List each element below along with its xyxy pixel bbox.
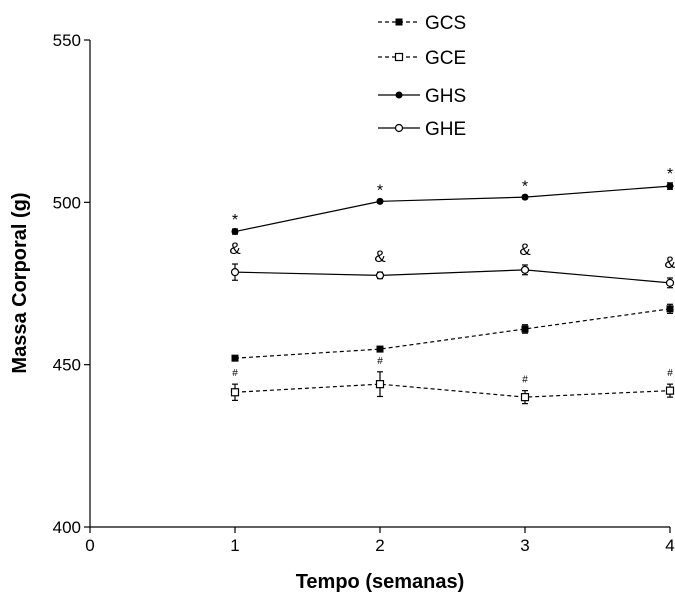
data-point	[667, 279, 674, 286]
significance-marker: *	[522, 179, 528, 196]
series-line	[235, 186, 670, 231]
x-tick-label: 1	[230, 536, 239, 555]
legend: GCS GCE GHS GHE	[378, 13, 466, 140]
legend-marker	[396, 19, 403, 26]
data-point	[232, 269, 239, 276]
y-tick-label: 400	[53, 518, 81, 537]
x-axis-title: Tempo (semanas)	[296, 571, 465, 593]
x-axis: 0 1 2 3 4	[85, 527, 674, 555]
significance-marker: #	[667, 368, 673, 379]
significance-marker: &	[374, 247, 386, 266]
legend-item-gce: GCE	[378, 48, 466, 69]
significance-marker: &	[664, 253, 675, 272]
legend-marker	[396, 92, 403, 99]
y-tick-label: 450	[53, 356, 81, 375]
data-point	[522, 325, 529, 332]
legend-marker	[396, 54, 403, 61]
series-layer: # # # # * * * * & & & &	[229, 166, 675, 404]
legend-item-ghe: GHE	[378, 119, 466, 140]
data-point	[232, 228, 239, 235]
y-axis-title: Massa Corporal (g)	[9, 192, 31, 373]
legend-label: GHS	[425, 86, 466, 107]
significance-marker: #	[522, 375, 528, 386]
significance-marker: *	[667, 166, 673, 183]
data-point	[522, 266, 529, 273]
legend-item-ghs: GHS	[378, 86, 466, 107]
data-point	[667, 387, 674, 394]
series-line	[235, 384, 670, 397]
significance-marker: &	[519, 240, 531, 259]
legend-label: GCE	[425, 48, 466, 69]
data-point	[667, 305, 674, 312]
data-point	[377, 346, 384, 353]
significance-marker: #	[377, 356, 383, 367]
y-axis: 400 450 500 550	[53, 31, 90, 537]
significance-marker: *	[232, 212, 238, 229]
x-tick-label: 4	[665, 536, 674, 555]
significance-marker: &	[229, 239, 241, 258]
series-ghs: * * * *	[232, 166, 674, 235]
data-point	[522, 394, 529, 401]
legend-label: GCS	[425, 13, 466, 34]
significance-marker: *	[377, 183, 383, 200]
y-tick-label: 500	[53, 193, 81, 212]
series-line	[235, 309, 670, 358]
legend-label: GHE	[425, 119, 466, 140]
data-point	[377, 381, 384, 388]
series-gce: # # # #	[232, 356, 674, 404]
data-point	[232, 355, 239, 362]
series-ghe: & & &&	[229, 239, 675, 288]
series-gcs	[232, 304, 674, 361]
y-tick-label: 550	[53, 31, 81, 50]
series-line	[235, 270, 670, 283]
data-point	[232, 389, 239, 396]
data-point	[667, 183, 674, 190]
data-point	[377, 272, 384, 279]
x-tick-label: 3	[520, 536, 529, 555]
legend-marker	[396, 125, 403, 132]
x-tick-label: 2	[375, 536, 384, 555]
legend-item-gcs: GCS	[378, 13, 466, 34]
x-tick-label: 0	[85, 536, 94, 555]
significance-marker: #	[232, 368, 238, 379]
